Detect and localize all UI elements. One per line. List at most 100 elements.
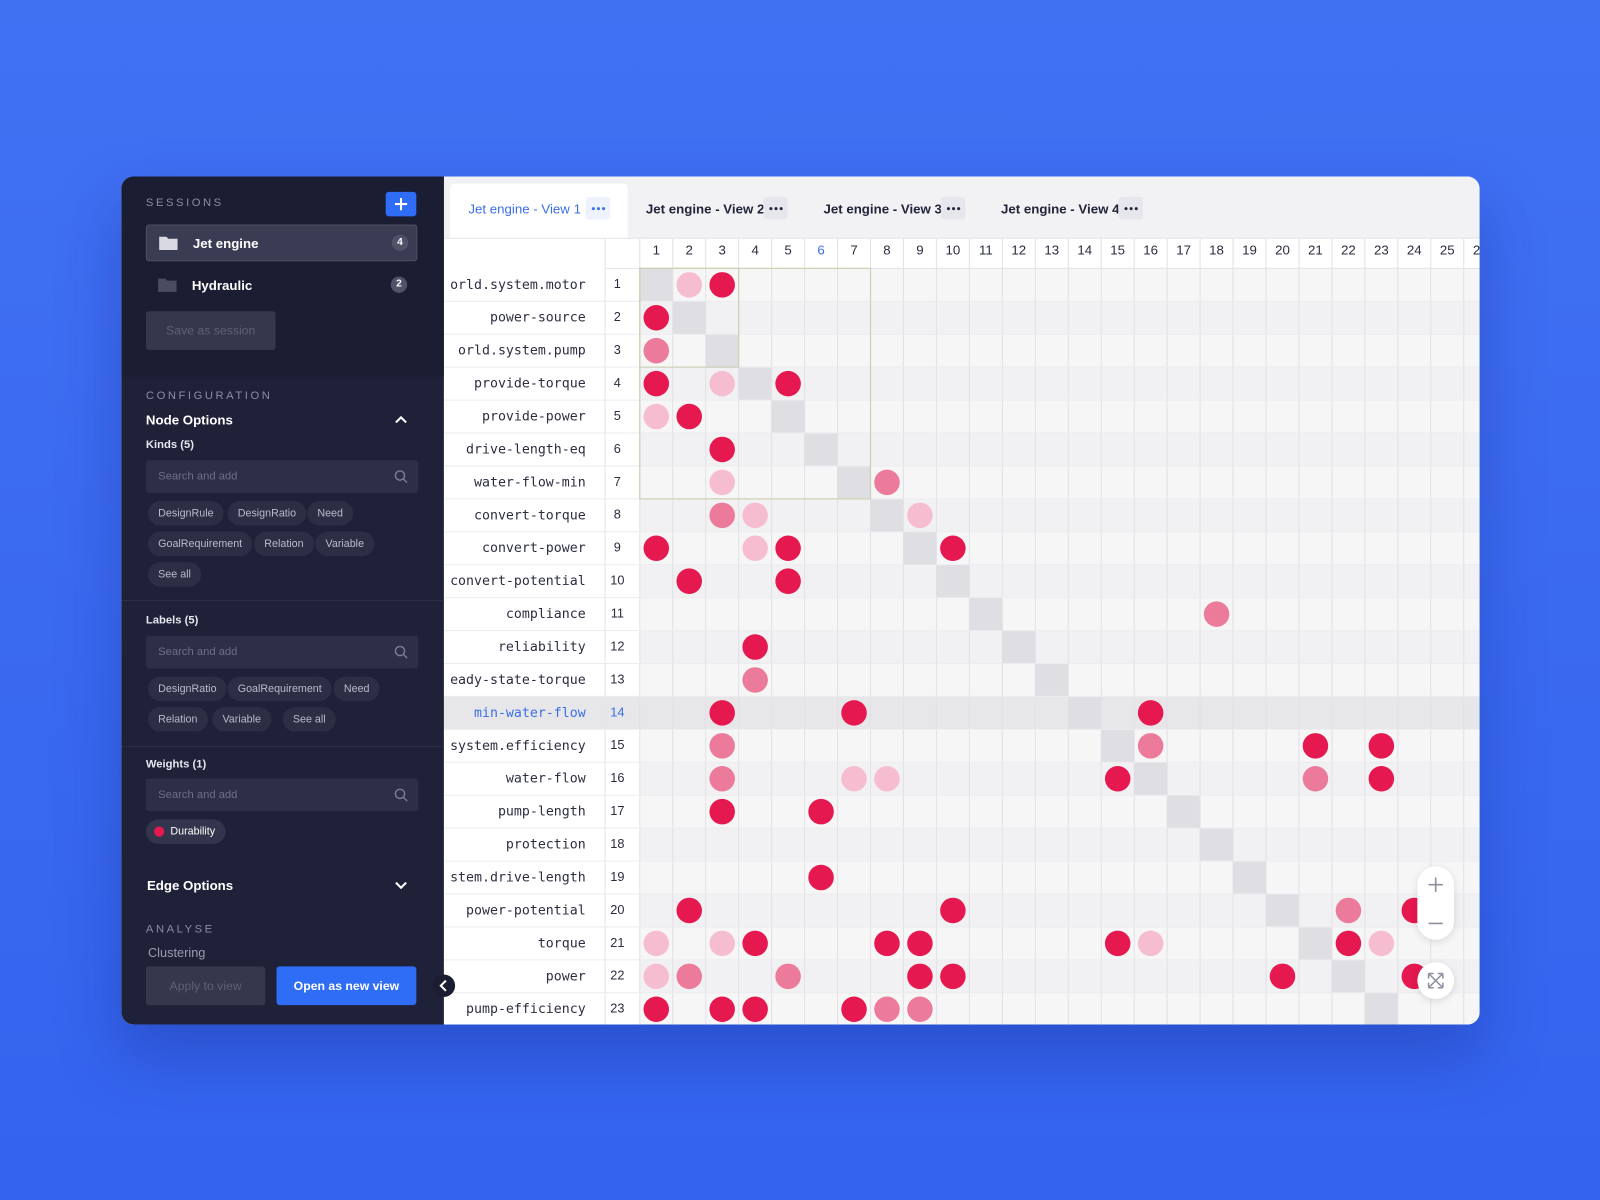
row-label: power-potential xyxy=(466,903,586,918)
matrix: 1 2 3 4 5 6 7 8 9 10 11 12 13 14 15 16 17 18 19 20 21 22 23 24 2… xyxy=(443,237,1480,1025)
diagonal-cell xyxy=(1035,663,1069,697)
dependency-dot xyxy=(940,897,966,924)
row-index: 18 xyxy=(610,836,624,851)
diagonal-cell xyxy=(1266,894,1299,927)
node-options-title[interactable]: Node Options xyxy=(145,412,233,428)
chip[interactable]: See all xyxy=(147,562,202,587)
row-label: drive-length-eq xyxy=(466,442,586,457)
dependency-dot xyxy=(907,930,933,957)
row-index: 15 xyxy=(610,737,624,752)
kinds-title: Kinds (5) xyxy=(145,438,194,452)
tab-menu[interactable] xyxy=(585,196,611,220)
dependency-dot xyxy=(907,963,933,990)
chip[interactable]: Relation xyxy=(147,707,208,732)
dependency-dot xyxy=(742,667,768,693)
chip[interactable]: DesignRule xyxy=(147,501,224,526)
dependency-dot xyxy=(709,469,735,496)
labels-search[interactable]: Search and add xyxy=(145,635,419,669)
dependency-dot xyxy=(742,996,768,1023)
tab[interactable]: Jet engine - View 4 xyxy=(983,184,1161,238)
row-label: power xyxy=(546,969,586,984)
chip[interactable]: Need xyxy=(333,676,380,702)
dot xyxy=(591,207,595,211)
row-index: 11 xyxy=(611,605,624,620)
edge-options-title[interactable]: Edge Options xyxy=(146,877,234,893)
chip[interactable]: DesignRatio xyxy=(147,676,227,702)
chip[interactable]: Relation xyxy=(254,531,314,557)
tab[interactable]: Jet engine - View 2 xyxy=(628,184,806,238)
expand-icon[interactable] xyxy=(393,880,409,892)
row-stripe xyxy=(639,433,1480,466)
row-index: 8 xyxy=(614,507,621,522)
row-label: torque xyxy=(538,936,586,951)
apply-button[interactable]: Apply to view xyxy=(145,966,266,1006)
chip[interactable]: See all xyxy=(282,707,336,732)
dependency-dot xyxy=(841,996,867,1023)
chip[interactable]: Variable xyxy=(315,531,375,557)
tab[interactable]: Jet engine - View 1 xyxy=(449,183,628,238)
column-header: 19 xyxy=(1242,243,1257,258)
fit-icon xyxy=(1427,972,1444,989)
dot xyxy=(957,207,961,211)
row-label: eady-state-torque xyxy=(450,673,586,688)
chip[interactable]: GoalRequirement xyxy=(227,676,332,702)
dependency-dot xyxy=(907,996,933,1023)
dependency-dot xyxy=(940,535,966,562)
dot xyxy=(602,207,606,211)
collapse-sidebar-button[interactable] xyxy=(432,974,456,997)
dependency-dot xyxy=(643,963,670,990)
save-session-button[interactable]: Save as session xyxy=(145,311,276,350)
dependency-dot xyxy=(676,272,702,298)
diagonal-cell xyxy=(1233,861,1267,895)
column-header: 4 xyxy=(751,243,758,258)
chip[interactable]: Need xyxy=(307,501,354,526)
tab[interactable]: Jet engine - View 3 xyxy=(805,184,983,238)
diagonal-cell xyxy=(672,301,706,335)
dependency-dot xyxy=(907,502,933,529)
tab-menu[interactable] xyxy=(1118,196,1143,220)
column-header: 13 xyxy=(1044,243,1059,258)
session-item[interactable]: Jet engine 4 xyxy=(145,224,418,262)
dependency-dot xyxy=(775,370,801,397)
column-header: 15 xyxy=(1110,243,1125,258)
dependency-dot xyxy=(775,963,801,990)
open-button[interactable]: Open as new view xyxy=(276,966,417,1006)
chip[interactable]: GoalRequirement xyxy=(147,531,253,557)
zoom-icon[interactable] xyxy=(1428,877,1443,925)
dependency-dot xyxy=(709,996,735,1023)
column-header: 14 xyxy=(1077,243,1092,258)
dependency-dot xyxy=(709,502,735,529)
weights-search[interactable]: Search and add xyxy=(145,778,419,812)
chip[interactable]: Durability xyxy=(145,819,226,844)
diagonal-cell xyxy=(969,597,1003,631)
column-header: 1 xyxy=(653,243,660,258)
row-index: 10 xyxy=(610,573,624,588)
row-label: min-water-flow xyxy=(474,706,586,721)
fit-button[interactable] xyxy=(1417,962,1455,999)
diagonal-cell xyxy=(1068,696,1102,730)
tab-menu[interactable] xyxy=(940,196,966,220)
chip[interactable]: DesignRatio xyxy=(227,501,307,526)
dependency-dot xyxy=(1104,930,1131,957)
dependency-dot xyxy=(1368,765,1395,792)
row-label: orld.system.pump xyxy=(458,344,586,359)
dependency-dot xyxy=(1368,733,1395,759)
tab-menu[interactable] xyxy=(763,196,788,220)
session-item[interactable]: Hydraulic 2 xyxy=(146,267,415,302)
clustering-select[interactable]: Clustering xyxy=(147,945,206,961)
diagonal-cell xyxy=(705,334,739,368)
dependency-dot xyxy=(742,535,768,562)
session-count: 4 xyxy=(391,234,409,252)
dependency-dot xyxy=(709,765,735,792)
collapse-icon[interactable] xyxy=(393,413,409,425)
column-header: 12 xyxy=(1011,243,1026,258)
chip[interactable]: Variable xyxy=(212,707,272,732)
add-session-button[interactable] xyxy=(385,191,417,217)
row-label: provide-power xyxy=(482,410,586,425)
dot xyxy=(1124,207,1128,211)
kinds-search[interactable]: Search and add xyxy=(145,460,419,493)
column-header: 8 xyxy=(883,243,890,258)
row-label: pump-efficiency xyxy=(466,1002,586,1017)
column-header: 3 xyxy=(719,243,726,258)
